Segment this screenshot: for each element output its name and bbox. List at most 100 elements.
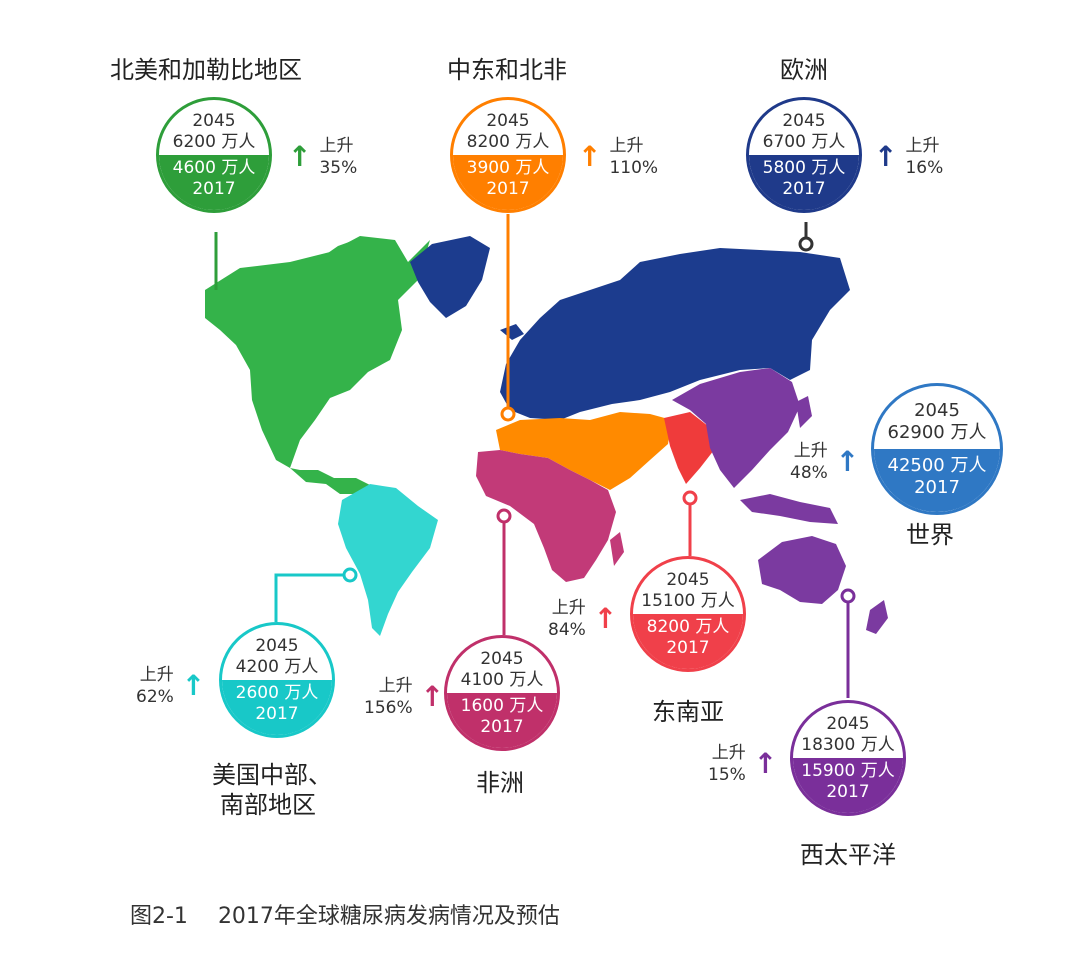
value-2017: 15900 万人	[801, 761, 895, 782]
year-2017-label: 2017	[486, 178, 530, 199]
rise-percent: 35%	[319, 158, 358, 179]
landmass-east-asia	[672, 368, 800, 488]
rise-label: 上升	[711, 743, 746, 763]
rise-percent: 48%	[790, 463, 828, 484]
rise-percent: 84%	[548, 620, 586, 641]
rise-indicator-western-pacific: 上升 15% ↑	[708, 742, 777, 786]
connector-sca-dot	[342, 567, 358, 583]
connector-af-dot	[496, 508, 512, 524]
badge-bottom-2017: 4600 万人 2017	[159, 155, 269, 210]
value-2017: 5800 万人	[762, 158, 846, 179]
value-2017: 42500 万人	[887, 454, 987, 476]
figure-title: 2017年全球糖尿病发病情况及预估	[217, 904, 560, 929]
landmass-new-zealand	[866, 600, 888, 634]
badge-bottom-2017: 2600 万人 2017	[222, 680, 332, 735]
rise-label: 上升	[319, 136, 354, 156]
year-2017-label: 2017	[782, 178, 826, 199]
landmass-india	[664, 412, 714, 484]
up-arrow-icon: ↑	[593, 602, 618, 636]
landmass-africa	[476, 450, 616, 582]
year-2045-label: 2045	[480, 649, 524, 670]
badge-bottom-2017: 1600 万人 2017	[447, 693, 557, 748]
value-2045: 8200 万人	[466, 131, 550, 152]
landmass-se-asia-islands	[740, 494, 838, 524]
landmass-iceland	[500, 324, 524, 340]
connector-sea-dot	[682, 490, 698, 506]
rise-label: 上升	[609, 136, 644, 156]
region-title-line-2: 南部地区	[220, 791, 316, 819]
landmass-greenland	[410, 236, 490, 318]
value-2017: 4600 万人	[172, 158, 256, 179]
up-arrow-icon: ↑	[288, 140, 312, 174]
up-arrow-icon: ↑	[835, 445, 860, 479]
figure-label: 图2-1	[130, 904, 188, 929]
badge-top-2045: 2045 62900 万人	[874, 386, 1000, 449]
stat-badge-mena: 2045 8200 万人 3900 万人 2017	[450, 97, 566, 213]
connector-eu-dot	[798, 236, 814, 252]
region-title-mena: 中东和北非	[447, 56, 567, 84]
rise-percent: 62%	[136, 687, 174, 708]
year-2017-label: 2017	[192, 178, 236, 199]
figure-caption: 图2-1 2017年全球糖尿病发病情况及预估	[130, 898, 560, 930]
value-2045: 4200 万人	[235, 656, 319, 677]
value-2045: 15100 万人	[641, 590, 735, 611]
year-2045-label: 2045	[192, 111, 236, 132]
rise-indicator-south-east-asia: 上升 84% ↑	[548, 597, 617, 641]
rise-percent: 156%	[364, 698, 413, 719]
year-2017-label: 2017	[826, 781, 870, 802]
stat-badge-africa: 2045 4100 万人 1600 万人 2017	[444, 635, 560, 751]
landmass-eurasia-north	[500, 248, 850, 420]
rise-indicator-south-central-america: 上升 62% ↑	[136, 664, 205, 708]
year-2045-label: 2045	[666, 570, 710, 591]
value-2045: 62900 万人	[887, 421, 987, 443]
region-title-south-east-asia: 东南亚	[652, 698, 724, 726]
year-2045-label: 2045	[914, 399, 960, 421]
rise-indicator-africa: 上升 156% ↑	[364, 675, 444, 719]
badge-top-2045: 2045 15100 万人	[633, 559, 743, 614]
stat-badge-western-pacific: 2045 18300 万人 15900 万人 2017	[790, 700, 906, 816]
stat-badge-world: 2045 62900 万人 42500 万人 2017	[871, 383, 1003, 515]
landmass-australia	[758, 536, 846, 604]
year-2017-label: 2017	[480, 716, 524, 737]
landmass-north-america	[205, 236, 430, 468]
year-2045-label: 2045	[486, 111, 530, 132]
badge-top-2045: 2045 4100 万人	[447, 638, 557, 693]
value-2045: 6700 万人	[762, 131, 846, 152]
badge-bottom-2017: 8200 万人 2017	[633, 614, 743, 669]
rise-indicator-europe: ↑ 上升 16%	[874, 135, 943, 179]
rise-percent: 110%	[609, 158, 659, 179]
stat-badge-south-central-america: 2045 4200 万人 2600 万人 2017	[219, 622, 335, 738]
landmass-japan	[796, 396, 812, 428]
rise-label: 上升	[378, 676, 413, 696]
rise-label: 上升	[905, 136, 940, 156]
landmass-madagascar	[610, 532, 624, 566]
badge-bottom-2017: 5800 万人 2017	[749, 155, 859, 210]
value-2017: 1600 万人	[460, 696, 544, 717]
connector-sca	[274, 573, 350, 622]
badge-top-2045: 2045 4200 万人	[222, 625, 332, 680]
value-2017: 2600 万人	[235, 683, 319, 704]
badge-bottom-2017: 42500 万人 2017	[874, 449, 1000, 512]
rise-indicator-north-america: ↑ 上升 35%	[288, 135, 357, 179]
stat-badge-north-america: 2045 6200 万人 4600 万人 2017	[156, 97, 272, 213]
landmass-south-america	[338, 484, 438, 636]
rise-indicator-world: 上升 48% ↑	[790, 440, 859, 484]
rise-indicator-mena: ↑ 上升 110%	[578, 135, 658, 179]
badge-bottom-2017: 3900 万人 2017	[453, 155, 563, 210]
rise-percent: 16%	[905, 158, 944, 179]
value-2045: 18300 万人	[801, 734, 895, 755]
connector-mena-dot	[500, 406, 516, 422]
up-arrow-icon: ↑	[874, 140, 898, 174]
landmass-mena	[496, 412, 672, 490]
region-title-africa: 非洲	[476, 769, 524, 797]
badge-bottom-2017: 15900 万人 2017	[793, 758, 903, 813]
year-2045-label: 2045	[826, 714, 870, 735]
value-2017: 8200 万人	[646, 617, 730, 638]
rise-label: 上升	[139, 665, 174, 685]
region-title-europe: 欧洲	[780, 56, 828, 84]
badge-top-2045: 2045 6200 万人	[159, 100, 269, 155]
value-2045: 6200 万人	[172, 131, 256, 152]
year-2045-label: 2045	[255, 636, 299, 657]
rise-label: 上升	[793, 441, 828, 461]
